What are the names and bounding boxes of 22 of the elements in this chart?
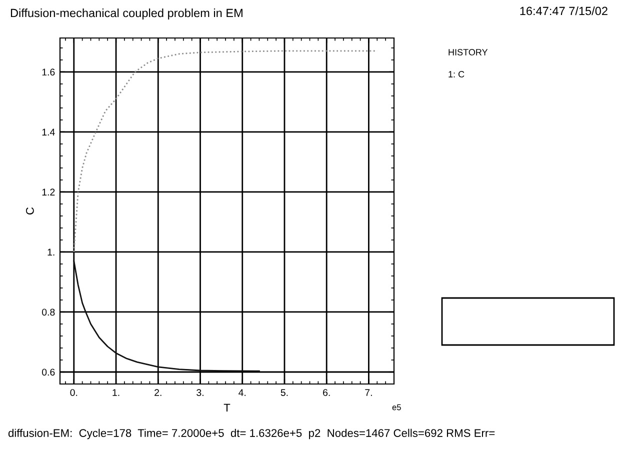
y-tick-label: 1.6: [42, 68, 55, 76]
x-axis-title: T: [224, 404, 230, 412]
x-tick-label: 4.: [238, 389, 246, 396]
text: 1: C: [448, 71, 464, 78]
text: diffusion-EM: Cycle=178 Time= 7.2000e+5 dt= 1.6326e+5 p2 Nodes=1467 Cells=692 RMS Err=: [8, 428, 495, 440]
text: HISTORY: [448, 49, 488, 56]
x-tick-label: 3.: [196, 389, 204, 396]
x-tick-label: 6.: [323, 389, 330, 396]
y-tick-label: 0.6: [42, 368, 55, 376]
text: e5: [392, 404, 401, 410]
x-tick-label: 7.: [365, 389, 372, 396]
text: 16:47:47 7/15/02: [520, 6, 608, 16]
x-tick-label: 5.: [280, 389, 288, 396]
x-tick-label: 1.: [112, 389, 120, 396]
x-tick-label: 2.: [154, 389, 162, 396]
y-tick-label: 1.: [48, 248, 54, 256]
y-tick-label: 0.8: [42, 308, 55, 316]
chart-title: Diffusion-mechanical coupled problem in EM: [10, 8, 242, 20]
y-tick-label: 1.2: [42, 188, 55, 196]
x-tick-label: 0.: [70, 389, 78, 396]
y-tick-label: 1.4: [42, 128, 55, 136]
y-axis-title: C: [26, 207, 34, 214]
